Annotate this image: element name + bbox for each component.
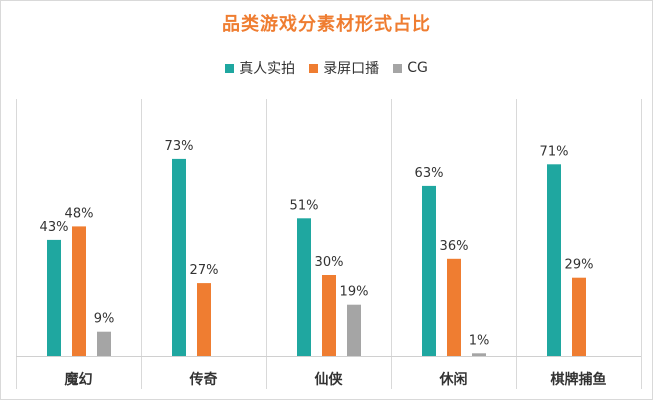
bar-1-5	[547, 164, 561, 356]
legend-label-series-3: CG	[407, 60, 428, 76]
legend-item-series-3: CG	[393, 60, 428, 76]
legend-item-series-1: 真人实拍	[225, 58, 295, 78]
bar-2-1	[72, 226, 86, 356]
legend-swatch-series-3	[393, 63, 403, 73]
bar-2-3	[322, 275, 336, 356]
chart-title: 品类游戏分素材形式占比	[222, 14, 431, 35]
data-label-2-1: 48%	[65, 206, 94, 221]
legend-label-series-1: 真人实拍	[239, 61, 296, 77]
legend-swatch-series-2	[309, 63, 319, 73]
data-label-3-3: 19%	[340, 285, 369, 300]
category-label-1: 魔幻	[65, 371, 93, 388]
data-label-1-2: 73%	[165, 139, 194, 154]
bar-1-4	[422, 185, 436, 356]
data-label-3-4: 1%	[469, 333, 490, 348]
bar-1-2	[172, 158, 186, 356]
legend-label-series-2: 录屏口播	[323, 61, 380, 77]
category-label-5: 棋牌捕鱼	[551, 371, 607, 388]
bar-3-4	[472, 353, 486, 356]
data-label-3-1: 9%	[94, 312, 115, 327]
chart-legend: 真人实拍 录屏口播 CG	[1, 58, 652, 78]
category-label-3: 仙侠	[315, 371, 344, 388]
data-label-1-3: 51%	[290, 198, 319, 213]
bar-3-3	[347, 304, 361, 356]
bar-2-2	[197, 283, 211, 356]
data-label-2-5: 29%	[565, 258, 594, 273]
bar-2-5	[572, 277, 586, 356]
bar-3-1	[97, 331, 111, 356]
data-label-2-2: 27%	[190, 263, 219, 278]
data-label-1-5: 71%	[540, 144, 569, 159]
bar-2-4	[447, 258, 461, 356]
bar-1-3	[297, 218, 311, 356]
legend-swatch-series-1	[225, 63, 235, 73]
data-label-1-4: 63%	[415, 166, 444, 181]
bar-1-1	[47, 239, 61, 356]
data-label-2-4: 36%	[440, 239, 469, 254]
data-label-1-1: 43%	[40, 220, 69, 235]
category-label-2: 传奇	[189, 371, 218, 388]
data-label-2-3: 30%	[315, 255, 344, 270]
legend-item-series-2: 录屏口播	[309, 58, 379, 78]
category-label-4: 休闲	[439, 371, 468, 388]
